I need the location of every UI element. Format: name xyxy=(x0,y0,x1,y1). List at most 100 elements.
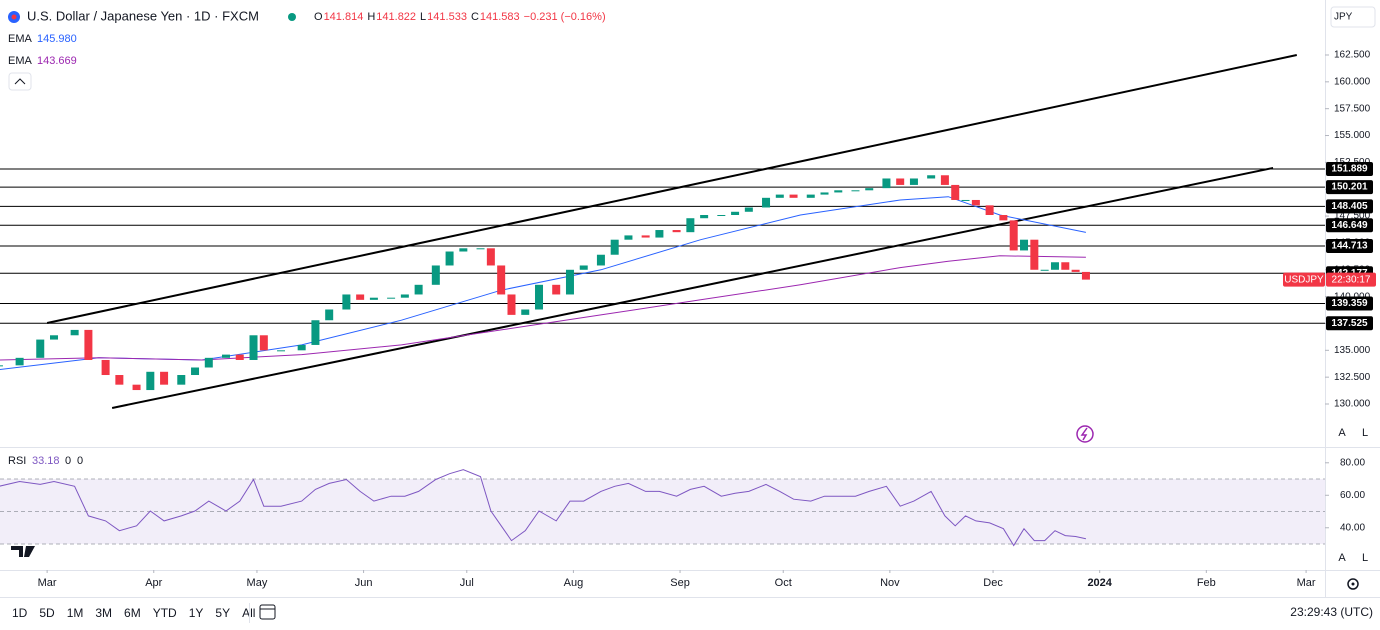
ohlc-key: O xyxy=(314,11,323,23)
level-label: 146.649 xyxy=(1331,220,1368,231)
x-tick-label: Oct xyxy=(775,577,792,589)
plot-layer: 130.000132.500135.000137.500140.000142.5… xyxy=(0,50,1376,589)
candle xyxy=(909,178,918,185)
candle xyxy=(1009,220,1018,251)
candle xyxy=(36,339,45,358)
interval-button[interactable]: 3M xyxy=(95,606,112,620)
level-label: 151.889 xyxy=(1331,164,1368,175)
y-tick-label: 80.00 xyxy=(1340,457,1365,468)
trendline xyxy=(111,166,1274,409)
candle xyxy=(1030,239,1039,270)
x-tick-label: Sep xyxy=(670,577,690,589)
candle xyxy=(486,248,495,266)
candle xyxy=(1061,262,1070,270)
settings-icon[interactable] xyxy=(1347,578,1359,590)
interval-button[interactable]: 5Y xyxy=(215,606,230,620)
candle xyxy=(951,184,960,200)
logo xyxy=(11,546,35,557)
candle xyxy=(204,357,213,368)
candle xyxy=(342,294,351,310)
candle xyxy=(132,384,141,391)
candle xyxy=(387,297,396,299)
candle xyxy=(940,175,949,185)
candle xyxy=(641,235,650,238)
candle xyxy=(459,248,468,252)
candle xyxy=(445,251,454,266)
x-tick-label: Apr xyxy=(145,577,162,589)
interval-button[interactable]: 1Y xyxy=(189,606,204,620)
level-tag xyxy=(1326,180,1373,195)
candle xyxy=(101,359,110,376)
candle xyxy=(882,178,891,189)
interval-button[interactable]: YTD xyxy=(153,606,177,620)
header: U.S. Dollar / Japanese Yen · 1D · FXCM O… xyxy=(8,8,606,467)
countdown: 22:30:17 xyxy=(1332,274,1371,285)
candle xyxy=(865,188,874,191)
ohlc-key: L xyxy=(420,11,426,23)
y-tick-label: 157.500 xyxy=(1334,103,1371,114)
level-tag xyxy=(1326,218,1373,233)
auto-scale-button[interactable]: A xyxy=(1338,427,1346,439)
ema-label: EMA xyxy=(8,33,33,45)
candle xyxy=(700,214,709,219)
candle xyxy=(1081,271,1090,280)
y-tick-label: 132.500 xyxy=(1334,372,1371,383)
auto-scale-button[interactable]: A xyxy=(1338,552,1346,564)
candle xyxy=(369,297,378,300)
collapse-button[interactable] xyxy=(8,72,32,91)
candle xyxy=(0,365,3,367)
candle xyxy=(431,265,440,285)
candle xyxy=(565,269,574,295)
last-price-tag xyxy=(1283,272,1325,287)
candle xyxy=(115,375,124,385)
interval-button[interactable]: 5D xyxy=(39,606,55,620)
bottom-toolbar: 1D 5D 1M 3M 6M YTD 1Y 5Y All xyxy=(12,606,255,620)
candle xyxy=(961,199,970,201)
ema-value: 143.669 xyxy=(37,55,77,67)
interval-button[interactable]: 6M xyxy=(124,606,141,620)
currency-label[interactable]: JPY xyxy=(1334,12,1353,23)
candle xyxy=(356,294,365,300)
currency-button[interactable] xyxy=(1330,6,1376,28)
x-tick-label: Mar xyxy=(38,577,57,589)
candle xyxy=(84,329,93,360)
candle xyxy=(552,284,561,295)
trendline xyxy=(46,54,1298,325)
ohlc-values: O 141.814 H 141.822 L 141.533 C 141.583 −0.231 (… xyxy=(314,11,606,23)
last-symbol: USDJPY xyxy=(1284,274,1324,285)
event-icon[interactable] xyxy=(1076,425,1094,443)
x-tick-label: Aug xyxy=(564,577,584,589)
candle xyxy=(311,320,320,345)
candle xyxy=(277,350,286,352)
candle xyxy=(579,265,588,270)
interval-button[interactable]: 1M xyxy=(67,606,84,620)
event-bolt xyxy=(1080,427,1088,441)
candle xyxy=(414,284,423,295)
x-tick-label: Jul xyxy=(460,577,474,589)
level-tag xyxy=(1326,316,1373,331)
candle xyxy=(400,294,409,298)
ohlc-value: 141.583 xyxy=(480,11,520,23)
candle xyxy=(497,265,506,295)
collapse-icon xyxy=(14,78,26,85)
candle xyxy=(1040,269,1049,271)
log-scale-button[interactable]: L xyxy=(1362,427,1368,439)
interval-button[interactable]: 1D xyxy=(12,606,28,620)
y-tick-label: 162.500 xyxy=(1334,50,1371,61)
change: −0.231 (−0.16%) xyxy=(524,11,606,23)
candle xyxy=(834,190,843,193)
rsi-line xyxy=(0,469,1087,547)
ohlc-key: H xyxy=(367,11,375,23)
ema-line xyxy=(0,196,1086,370)
level-label: 139.359 xyxy=(1331,298,1368,309)
date-range-icon[interactable] xyxy=(259,604,276,620)
y-tick-label: 155.000 xyxy=(1334,130,1371,141)
candle xyxy=(775,194,784,198)
candle xyxy=(999,214,1008,221)
log-scale-button[interactable]: L xyxy=(1362,552,1368,564)
symbol-flag-dot xyxy=(11,14,17,20)
x-tick-label: Nov xyxy=(880,577,900,589)
interval-button[interactable]: All xyxy=(242,606,255,620)
candle xyxy=(596,254,605,266)
